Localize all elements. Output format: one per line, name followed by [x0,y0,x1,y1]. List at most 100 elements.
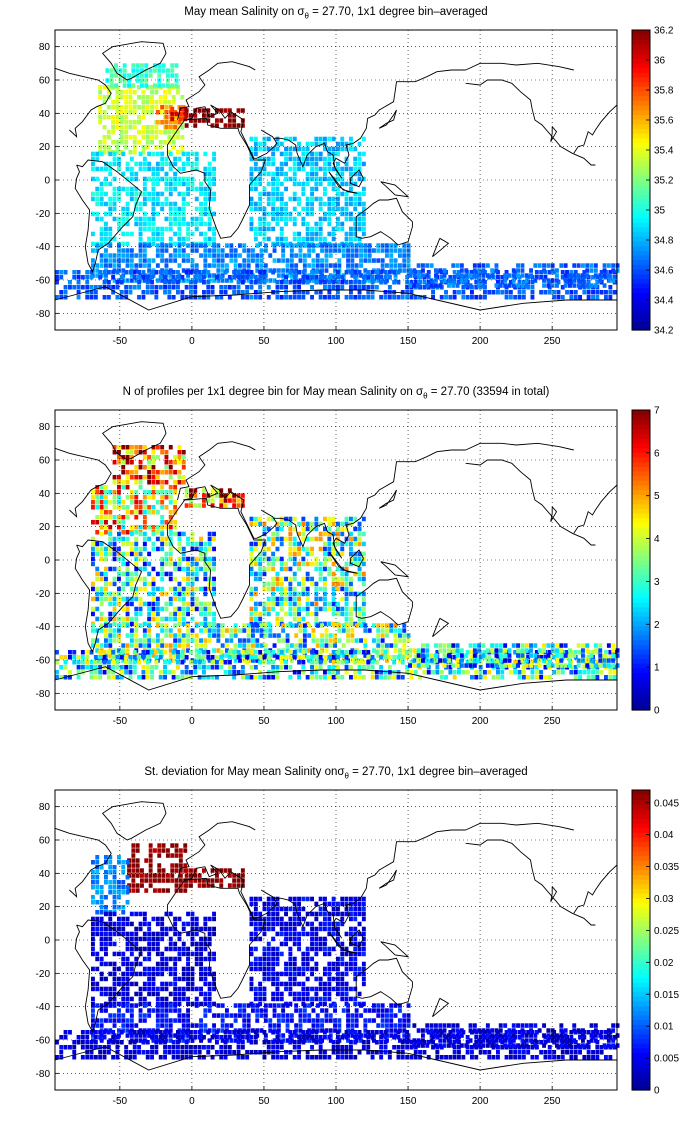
data-cell [178,111,183,117]
data-cell [340,531,345,537]
data-cell [412,268,417,273]
data-cell [487,290,492,295]
data-cell [164,263,169,268]
chart-title: St. deviation for May mean Salinity onσθ… [55,766,617,780]
data-cell [521,675,526,680]
data-cell [157,848,162,853]
data-cell [344,280,349,285]
data-cell [227,275,232,280]
data-cell [242,263,247,268]
data-cell [344,206,349,212]
data-cell [346,258,350,263]
data-cell [85,660,90,665]
data-cell [194,151,199,157]
data-cell [281,623,286,628]
data-cell [190,248,195,253]
data-cell [327,655,332,660]
data-cell [167,670,172,675]
data-cell [85,655,90,660]
data-cell [385,643,389,648]
data-cell [160,278,165,283]
data-cell [581,658,585,663]
title-sub: θ [423,391,428,401]
data-cell [350,258,355,263]
data-cell [530,295,535,300]
data-cell [178,858,183,863]
data-cell [271,181,276,187]
data-cell [138,450,143,455]
data-cell [344,166,349,172]
data-cell [389,263,394,268]
data-cell [284,186,288,192]
data-cell [337,258,342,263]
data-cell [344,236,349,242]
data-cell [117,191,121,197]
data-cell [227,108,232,113]
data-cell [219,650,224,655]
data-cell [134,616,139,622]
data-cell [281,628,286,633]
data-cell [307,253,312,258]
data-cell [207,611,212,617]
data-cell [229,258,234,263]
data-cell [164,243,169,248]
data-cell [524,278,529,283]
data-cell [207,236,212,242]
data-cell [279,606,284,612]
data-cell [233,633,238,638]
data-cell [491,675,496,680]
data-cell [112,500,117,505]
data-cell [134,490,139,495]
data-cell [292,196,297,202]
colorbar-segment [632,278,650,284]
data-cell [108,971,113,977]
data-cell [271,675,276,680]
data-cell [219,275,224,280]
data-cell [108,890,113,895]
data-cell [297,236,301,242]
data-cell [202,275,206,280]
data-cell [112,556,117,562]
data-cell [168,495,173,500]
data-cell [288,536,293,542]
data-cell [155,253,160,258]
data-cell [305,290,310,295]
data-cell [268,633,273,638]
data-cell [134,541,139,547]
data-cell [310,660,314,665]
data-cell [483,670,487,675]
data-cell [178,848,183,853]
data-cell [576,658,581,663]
data-cell [98,110,103,115]
data-cell [537,663,542,668]
data-cell [194,586,199,592]
data-cell [155,606,160,612]
data-cell [142,556,147,562]
data-cell [341,623,346,628]
data-cell [357,650,362,655]
data-cell [508,290,513,295]
data-cell [301,556,306,562]
data-cell [95,551,100,557]
data-cell [128,660,133,665]
data-cell [95,263,100,268]
data-cell [181,611,186,617]
data-cell [258,616,263,622]
data-cell [207,273,212,278]
data-cell [608,675,613,680]
data-cell [177,455,182,460]
data-cell [331,516,336,522]
data-cell [281,243,286,248]
data-cell [164,226,169,232]
data-cell [164,591,169,597]
data-cell [115,150,120,155]
data-cell [132,110,137,115]
data-cell [327,221,332,227]
data-cell [249,541,254,547]
data-cell [181,638,186,643]
data-cell [124,135,129,140]
data-cell [117,895,121,900]
data-cell [452,295,457,300]
data-cell [240,493,245,498]
data-cell [448,275,453,280]
